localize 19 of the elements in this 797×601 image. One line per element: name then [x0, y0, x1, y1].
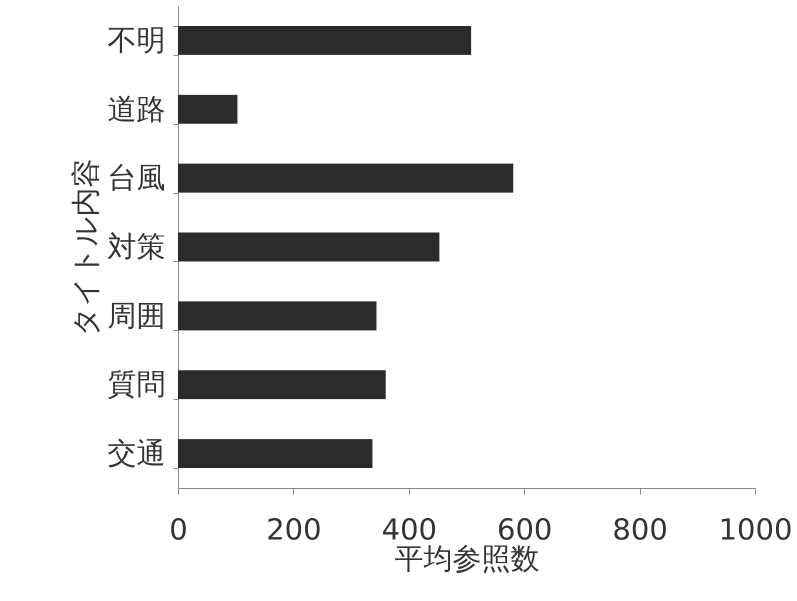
bar	[178, 370, 386, 400]
y-tick-label: 周囲	[108, 298, 166, 332]
bar	[178, 94, 238, 124]
x-tick-label: 800	[612, 512, 668, 546]
bar	[178, 26, 472, 55]
bar	[178, 301, 376, 330]
y-tick-label: 対策	[108, 230, 166, 264]
y-tick-label: 台風	[108, 160, 166, 195]
x-tick-label: 0	[169, 512, 188, 546]
y-axis-title: タイトル内容	[68, 158, 102, 336]
x-tick-label: 200	[266, 512, 322, 546]
y-tick-label: 交通	[108, 436, 166, 470]
y-tick-label: 質問	[108, 367, 166, 402]
y-tick-label: 道路	[108, 92, 166, 126]
bar	[178, 439, 372, 468]
bar	[178, 232, 440, 262]
y-tick-label: 不明	[108, 22, 166, 57]
bar	[178, 164, 514, 193]
x-tick-label: 1000	[718, 512, 792, 546]
